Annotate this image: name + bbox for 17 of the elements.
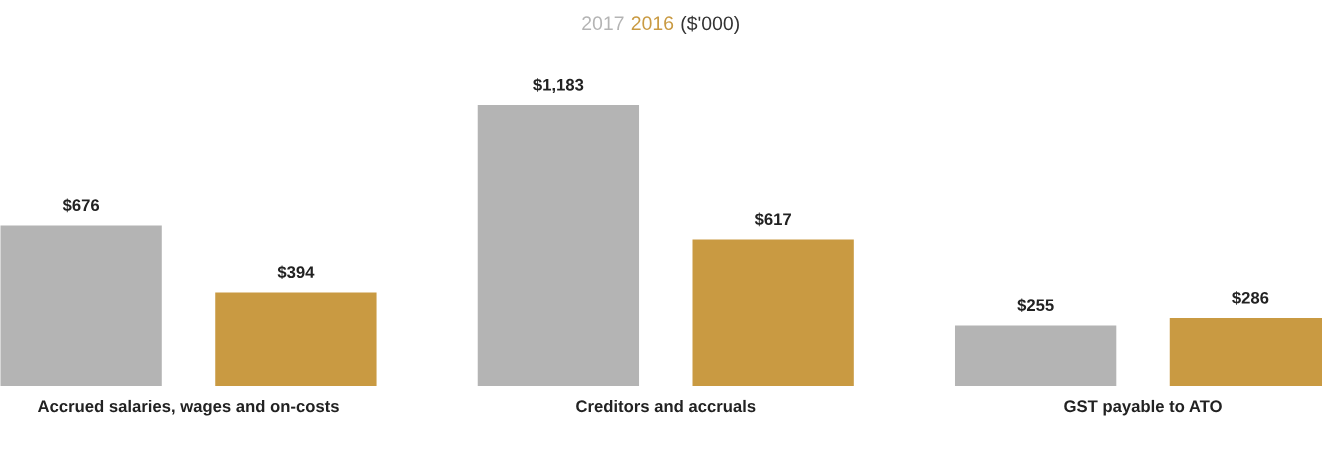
data-label: $676 [62, 198, 100, 213]
chart-title: ($'000) [681, 15, 739, 35]
data-label: $255 [1017, 298, 1054, 313]
text: 2016 [631, 16, 674, 31]
x-tick-label: Accrued salaries, wages and on-costs [37, 399, 339, 416]
data-label: $1,183 [533, 78, 584, 94]
data-label: $286 [1232, 291, 1269, 305]
bar [954, 325, 1117, 387]
text: 2017 [582, 16, 624, 31]
bar [692, 239, 854, 387]
bar [477, 105, 640, 387]
x-tick-label: GST payable to ATO [1064, 399, 1222, 416]
bar [0, 225, 162, 387]
data-label: $617 [754, 212, 791, 227]
data-label: $394 [277, 265, 315, 280]
bar [215, 292, 377, 387]
x-tick-label: Creditors and accruals [576, 399, 756, 413]
